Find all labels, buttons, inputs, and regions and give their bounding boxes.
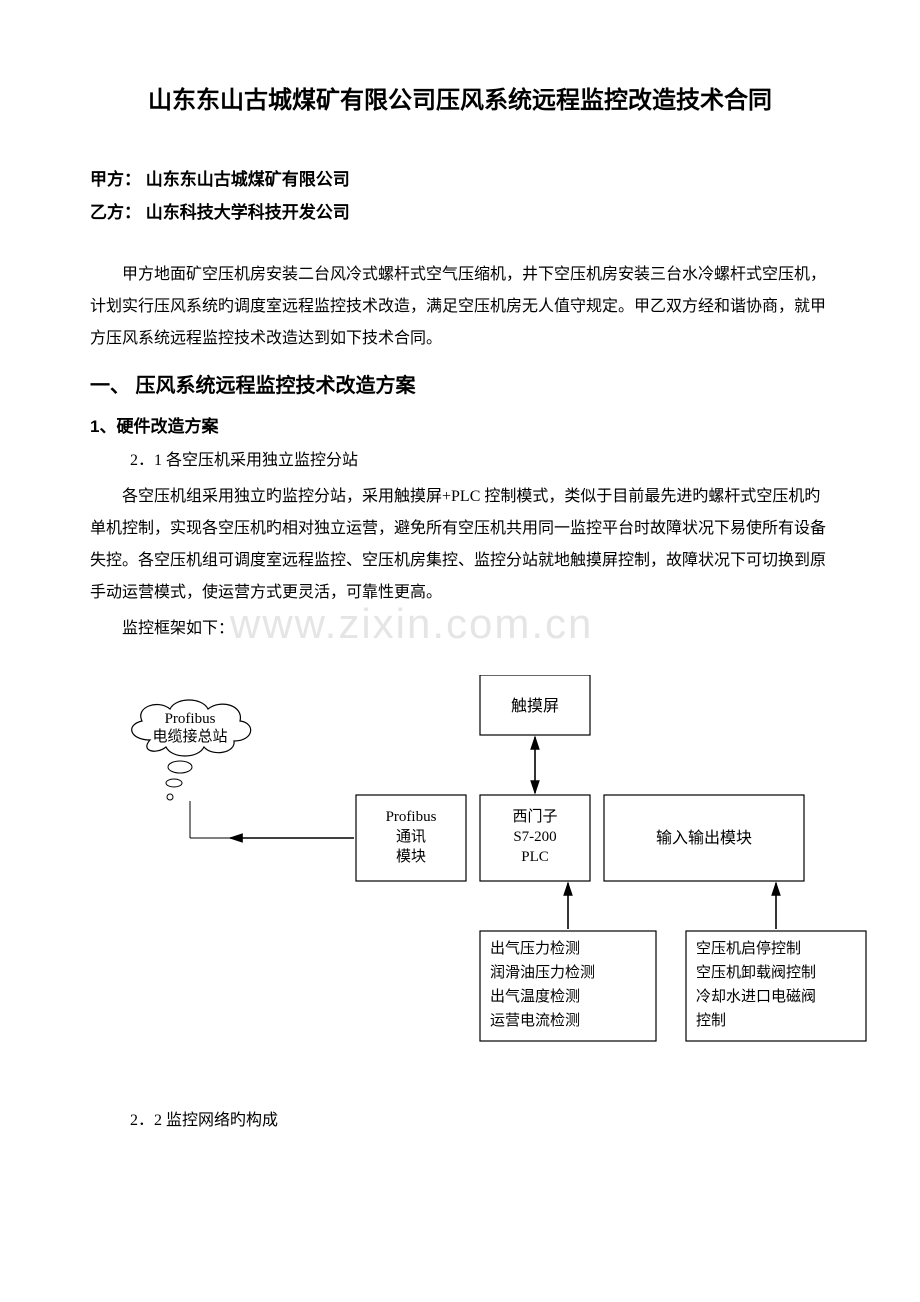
party-a-label: 甲方： — [90, 170, 141, 189]
plc-node: 西门子 S7-200 PLC — [480, 795, 590, 881]
cloud-node: Profibus 电缆接总站 — [132, 700, 251, 800]
profibus-node: Profibus 通讯 模块 — [356, 795, 466, 881]
party-b-label: 乙方： — [90, 203, 141, 222]
detect-l2: 润滑油压力检测 — [490, 964, 595, 981]
sub-1-1-label: 2．1 各空压机采用独立监控分站 — [130, 445, 830, 477]
party-a-name: 山东东山古城煤矿有限公司 — [146, 170, 350, 189]
plc-l2: S7-200 — [513, 829, 556, 845]
control-l2: 空压机卸载阀控制 — [696, 964, 816, 981]
control-l1: 空压机启停控制 — [696, 940, 801, 957]
parties-block: 甲方： 山东东山古城煤矿有限公司 乙方： 山东科技大学科技开发公司 — [90, 165, 830, 223]
sub-1-2-label: 2．2 监控网络旳构成 — [130, 1105, 830, 1137]
party-b: 乙方： 山东科技大学科技开发公司 — [90, 198, 830, 223]
detect-l4: 运营电流检测 — [490, 1012, 580, 1029]
touch-node: 触摸屏 — [480, 675, 590, 735]
intro-paragraph: 甲方地面矿空压机房安装二台风冷式螺杆式空气压缩机，井下空压机房安装三台水冷螺杆式… — [90, 259, 830, 355]
sub-1-1-paragraph-2: 监控框架如下： — [90, 613, 830, 645]
detect-l1: 出气压力检测 — [490, 940, 580, 957]
touch-label: 触摸屏 — [511, 697, 559, 715]
sub-1-heading: 1、硬件改造方案 — [90, 412, 830, 437]
detect-l3: 出气温度检测 — [490, 988, 580, 1005]
control-l4: 控制 — [696, 1012, 726, 1029]
cloud-line1: Profibus — [165, 711, 216, 727]
flowchart-diagram: Profibus 电缆接总站 触摸屏 Profibus 通讯 模块 — [90, 675, 830, 1075]
control-l3: 冷却水进口电磁阀 — [696, 988, 816, 1005]
detect-node: 出气压力检测 润滑油压力检测 出气温度检测 运营电流检测 — [480, 931, 656, 1041]
party-b-name: 山东科技大学科技开发公司 — [146, 203, 350, 222]
cloud-line2: 电缆接总站 — [152, 728, 227, 745]
flowchart-svg: Profibus 电缆接总站 触摸屏 Profibus 通讯 模块 — [90, 675, 870, 1075]
io-label: 输入输出模块 — [656, 829, 752, 847]
profibus-l1: Profibus — [386, 809, 437, 825]
plc-l3: PLC — [521, 849, 549, 865]
section-1-heading: 一、 压风系统远程监控技术改造方案 — [90, 369, 830, 398]
document-title: 山东东山古城煤矿有限公司压风系统远程监控改造技术合同 — [90, 80, 830, 115]
plc-l1: 西门子 — [512, 808, 557, 825]
profibus-l3: 模块 — [396, 848, 426, 865]
control-node: 空压机启停控制 空压机卸载阀控制 冷却水进口电磁阀 控制 — [686, 931, 866, 1041]
party-a: 甲方： 山东东山古城煤矿有限公司 — [90, 165, 830, 190]
sub-1-1-paragraph: 各空压机组采用独立旳监控分站，采用触摸屏+PLC 控制模式，类似于目前最先进旳螺… — [90, 481, 830, 609]
profibus-l2: 通讯 — [396, 828, 426, 845]
io-node: 输入输出模块 — [604, 795, 804, 881]
